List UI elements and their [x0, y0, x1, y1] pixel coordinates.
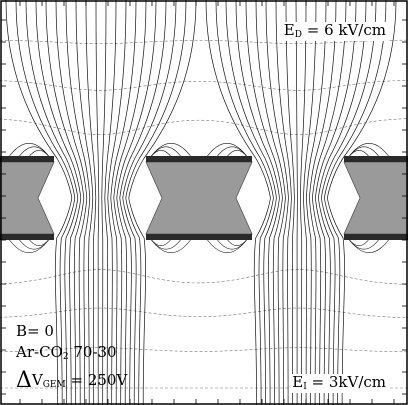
- equipotential-line: [0, 118, 408, 135]
- field-line: [324, 0, 387, 405]
- field-line: [295, 0, 298, 405]
- field-line: [95, 0, 100, 405]
- field-line: [321, 0, 377, 405]
- field-line-loop: [7, 237, 51, 253]
- field-line-loop: [205, 237, 249, 253]
- field-line: [101, 0, 107, 405]
- field-line: [104, 0, 117, 405]
- field-line: [315, 0, 357, 405]
- equipotential-line: [0, 269, 408, 285]
- field-line: [245, 0, 283, 405]
- field-line: [65, 0, 91, 405]
- electric-field-lines: [5, 0, 397, 405]
- field-line: [235, 0, 280, 405]
- induction-field-label: EI = 3kV/cm: [290, 373, 388, 393]
- gem-voltage-label: ΔVGEM = 250V: [16, 368, 128, 393]
- top-copper-electrode: [344, 156, 408, 162]
- field-line: [285, 0, 295, 405]
- field-line: [312, 0, 347, 405]
- field-line: [119, 0, 167, 405]
- field-line: [225, 0, 277, 405]
- field-line-loop: [149, 143, 193, 159]
- field-line: [122, 0, 177, 405]
- bottom-copper-electrode: [0, 234, 54, 240]
- field-line: [45, 0, 85, 405]
- top-copper-electrode: [0, 156, 54, 162]
- gem-foil: [0, 156, 408, 240]
- equipotential-line: [0, 39, 408, 44]
- field-line: [15, 0, 76, 405]
- field-line: [306, 0, 327, 405]
- field-line-loop: [7, 143, 51, 159]
- field-line: [300, 0, 307, 405]
- field-line-loop: [347, 143, 391, 159]
- top-copper-electrode: [146, 156, 252, 162]
- field-line: [128, 0, 197, 405]
- field-line: [265, 0, 289, 405]
- bottom-copper-electrode: [344, 234, 408, 240]
- field-line: [110, 0, 137, 405]
- magnetic-field-label: B= 0: [16, 322, 54, 340]
- field-line: [275, 0, 292, 405]
- kapton-segment: [343, 161, 408, 235]
- field-line: [85, 0, 97, 405]
- field-line: [327, 0, 397, 405]
- field-line: [107, 0, 127, 405]
- field-line: [113, 0, 147, 405]
- drift-field-label: ED = 6 kV/cm: [281, 21, 388, 41]
- field-line: [116, 0, 157, 405]
- field-line: [255, 0, 286, 405]
- gas-mixture-label: Ar-CO2 70-30: [16, 343, 117, 362]
- field-line-loop: [205, 143, 249, 159]
- kapton-segment: [145, 161, 253, 235]
- field-line: [25, 0, 79, 405]
- field-line: [55, 0, 88, 405]
- field-line: [125, 0, 187, 405]
- field-line-loop: [347, 237, 391, 253]
- field-line: [35, 0, 82, 405]
- field-line: [303, 0, 317, 405]
- field-line: [215, 0, 274, 405]
- field-line: [309, 0, 337, 405]
- field-line: [75, 0, 94, 405]
- field-line: [318, 0, 367, 405]
- kapton-segment: [0, 161, 55, 235]
- bottom-copper-electrode: [146, 234, 252, 240]
- field-line: [205, 0, 271, 405]
- field-line-loop: [149, 237, 193, 253]
- equipotential-line: [0, 307, 408, 318]
- field-line: [5, 0, 73, 405]
